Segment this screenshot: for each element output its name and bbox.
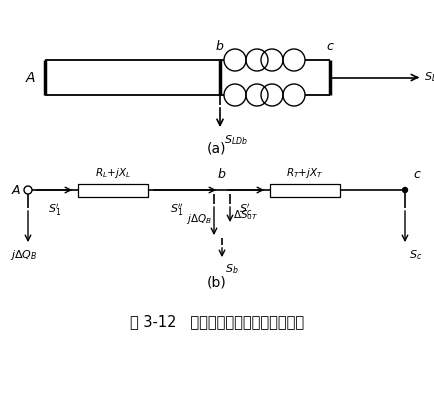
- Text: j$\Delta Q_B$: j$\Delta Q_B$: [10, 248, 38, 262]
- Text: $b$: $b$: [215, 39, 225, 53]
- Text: $S_1''$: $S_1''$: [170, 202, 184, 218]
- Text: $S_{LDc}$: $S_{LDc}$: [424, 70, 434, 84]
- Text: $S_{LDb}$: $S_{LDb}$: [224, 133, 248, 147]
- Text: $c$: $c$: [413, 168, 422, 181]
- Circle shape: [402, 188, 408, 192]
- Text: $S_c$: $S_c$: [409, 248, 422, 262]
- Text: $c$: $c$: [326, 40, 334, 53]
- Text: $S_c'$: $S_c'$: [240, 202, 253, 218]
- Bar: [78, 184, 148, 196]
- Text: $R_T$+j$X_T$: $R_T$+j$X_T$: [286, 166, 324, 180]
- Text: $b$: $b$: [217, 167, 227, 181]
- Text: $A$: $A$: [11, 184, 21, 196]
- Text: $\Delta S_{0T}$: $\Delta S_{0T}$: [233, 208, 258, 222]
- Text: (b): (b): [207, 275, 227, 289]
- Bar: [270, 184, 340, 196]
- Text: 图 3-12   输电系统接线图及其等值电路: 图 3-12 输电系统接线图及其等值电路: [130, 314, 304, 330]
- Text: $S_1'$: $S_1'$: [48, 202, 62, 218]
- Text: $S_b$: $S_b$: [225, 262, 239, 276]
- Text: $A$: $A$: [25, 70, 36, 84]
- Text: (a): (a): [207, 141, 227, 155]
- Text: $R_L$+j$X_L$: $R_L$+j$X_L$: [95, 166, 131, 180]
- Text: j$\Delta Q_B$: j$\Delta Q_B$: [186, 212, 212, 226]
